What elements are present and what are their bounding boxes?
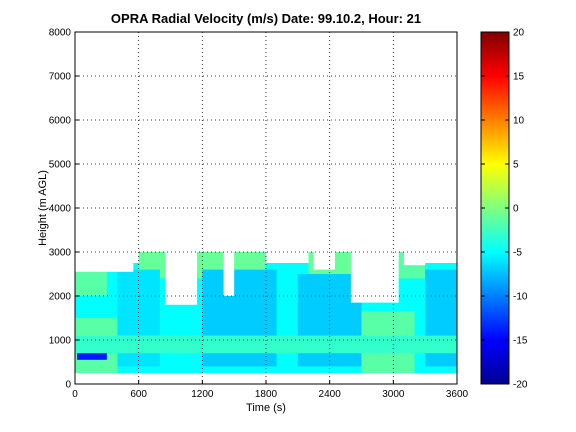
x-tick-label: 1200	[191, 389, 214, 400]
x-tick-label: 600	[130, 389, 147, 400]
grid-lines	[75, 32, 457, 384]
y-tick-label: 4000	[49, 204, 72, 215]
y-tick-label: 6000	[49, 116, 72, 127]
y-tick-label: 1000	[49, 336, 72, 347]
colorbar-tick-label: 20	[513, 28, 525, 39]
colorbar-ticks: 20 15 10 5 0 -5 -10 -15 -20	[481, 28, 528, 391]
velocity-region	[75, 269, 107, 296]
y-tick-label: 8000	[49, 28, 72, 39]
x-tick-label: 2400	[319, 389, 342, 400]
missing-data-gap	[223, 252, 235, 296]
y-tick-label: 7000	[49, 72, 72, 83]
missing-data-gap	[75, 252, 134, 272]
velocity-field	[75, 252, 457, 373]
colorbar-tick-label: -10	[513, 292, 528, 303]
chart-title: OPRA Radial Velocity (m/s) Date: 99.10.2…	[111, 11, 421, 26]
colorbar-tick-label: 15	[513, 72, 525, 83]
y-tick-label: 3000	[49, 248, 72, 259]
missing-data-gap	[350, 252, 399, 303]
colorbar	[480, 31, 510, 385]
x-axis: 0 600 1200 1800 2400 3000 3600	[72, 380, 469, 400]
x-tick-label: 3000	[382, 389, 405, 400]
x-tick-label: 1800	[255, 389, 278, 400]
colorbar-tick-label: -5	[513, 248, 522, 259]
missing-data-gap	[313, 252, 335, 270]
colorbar-tick-label: -15	[513, 336, 528, 347]
y-axis-label: Height (m AGL)	[37, 170, 49, 246]
y-tick-label: 0	[65, 380, 71, 391]
y-axis: 0 1000 2000 3000 4000 5000 6000 7000 8000	[49, 28, 79, 391]
x-tick-label: 3600	[446, 389, 469, 400]
missing-data-gap	[165, 252, 198, 305]
x-axis-label: Time (s)	[246, 402, 286, 414]
y-tick-label: 5000	[49, 160, 72, 171]
colorbar-tick-label: -20	[513, 380, 528, 391]
colorbar-tick-label: 10	[513, 116, 525, 127]
missing-data-gap	[403, 252, 426, 266]
colorbar-tick-label: 5	[513, 160, 519, 171]
velocity-region	[77, 353, 107, 360]
x-tick-label: 0	[72, 389, 78, 400]
y-tick-label: 2000	[49, 292, 72, 303]
colorbar-tick-label: 0	[513, 204, 519, 215]
